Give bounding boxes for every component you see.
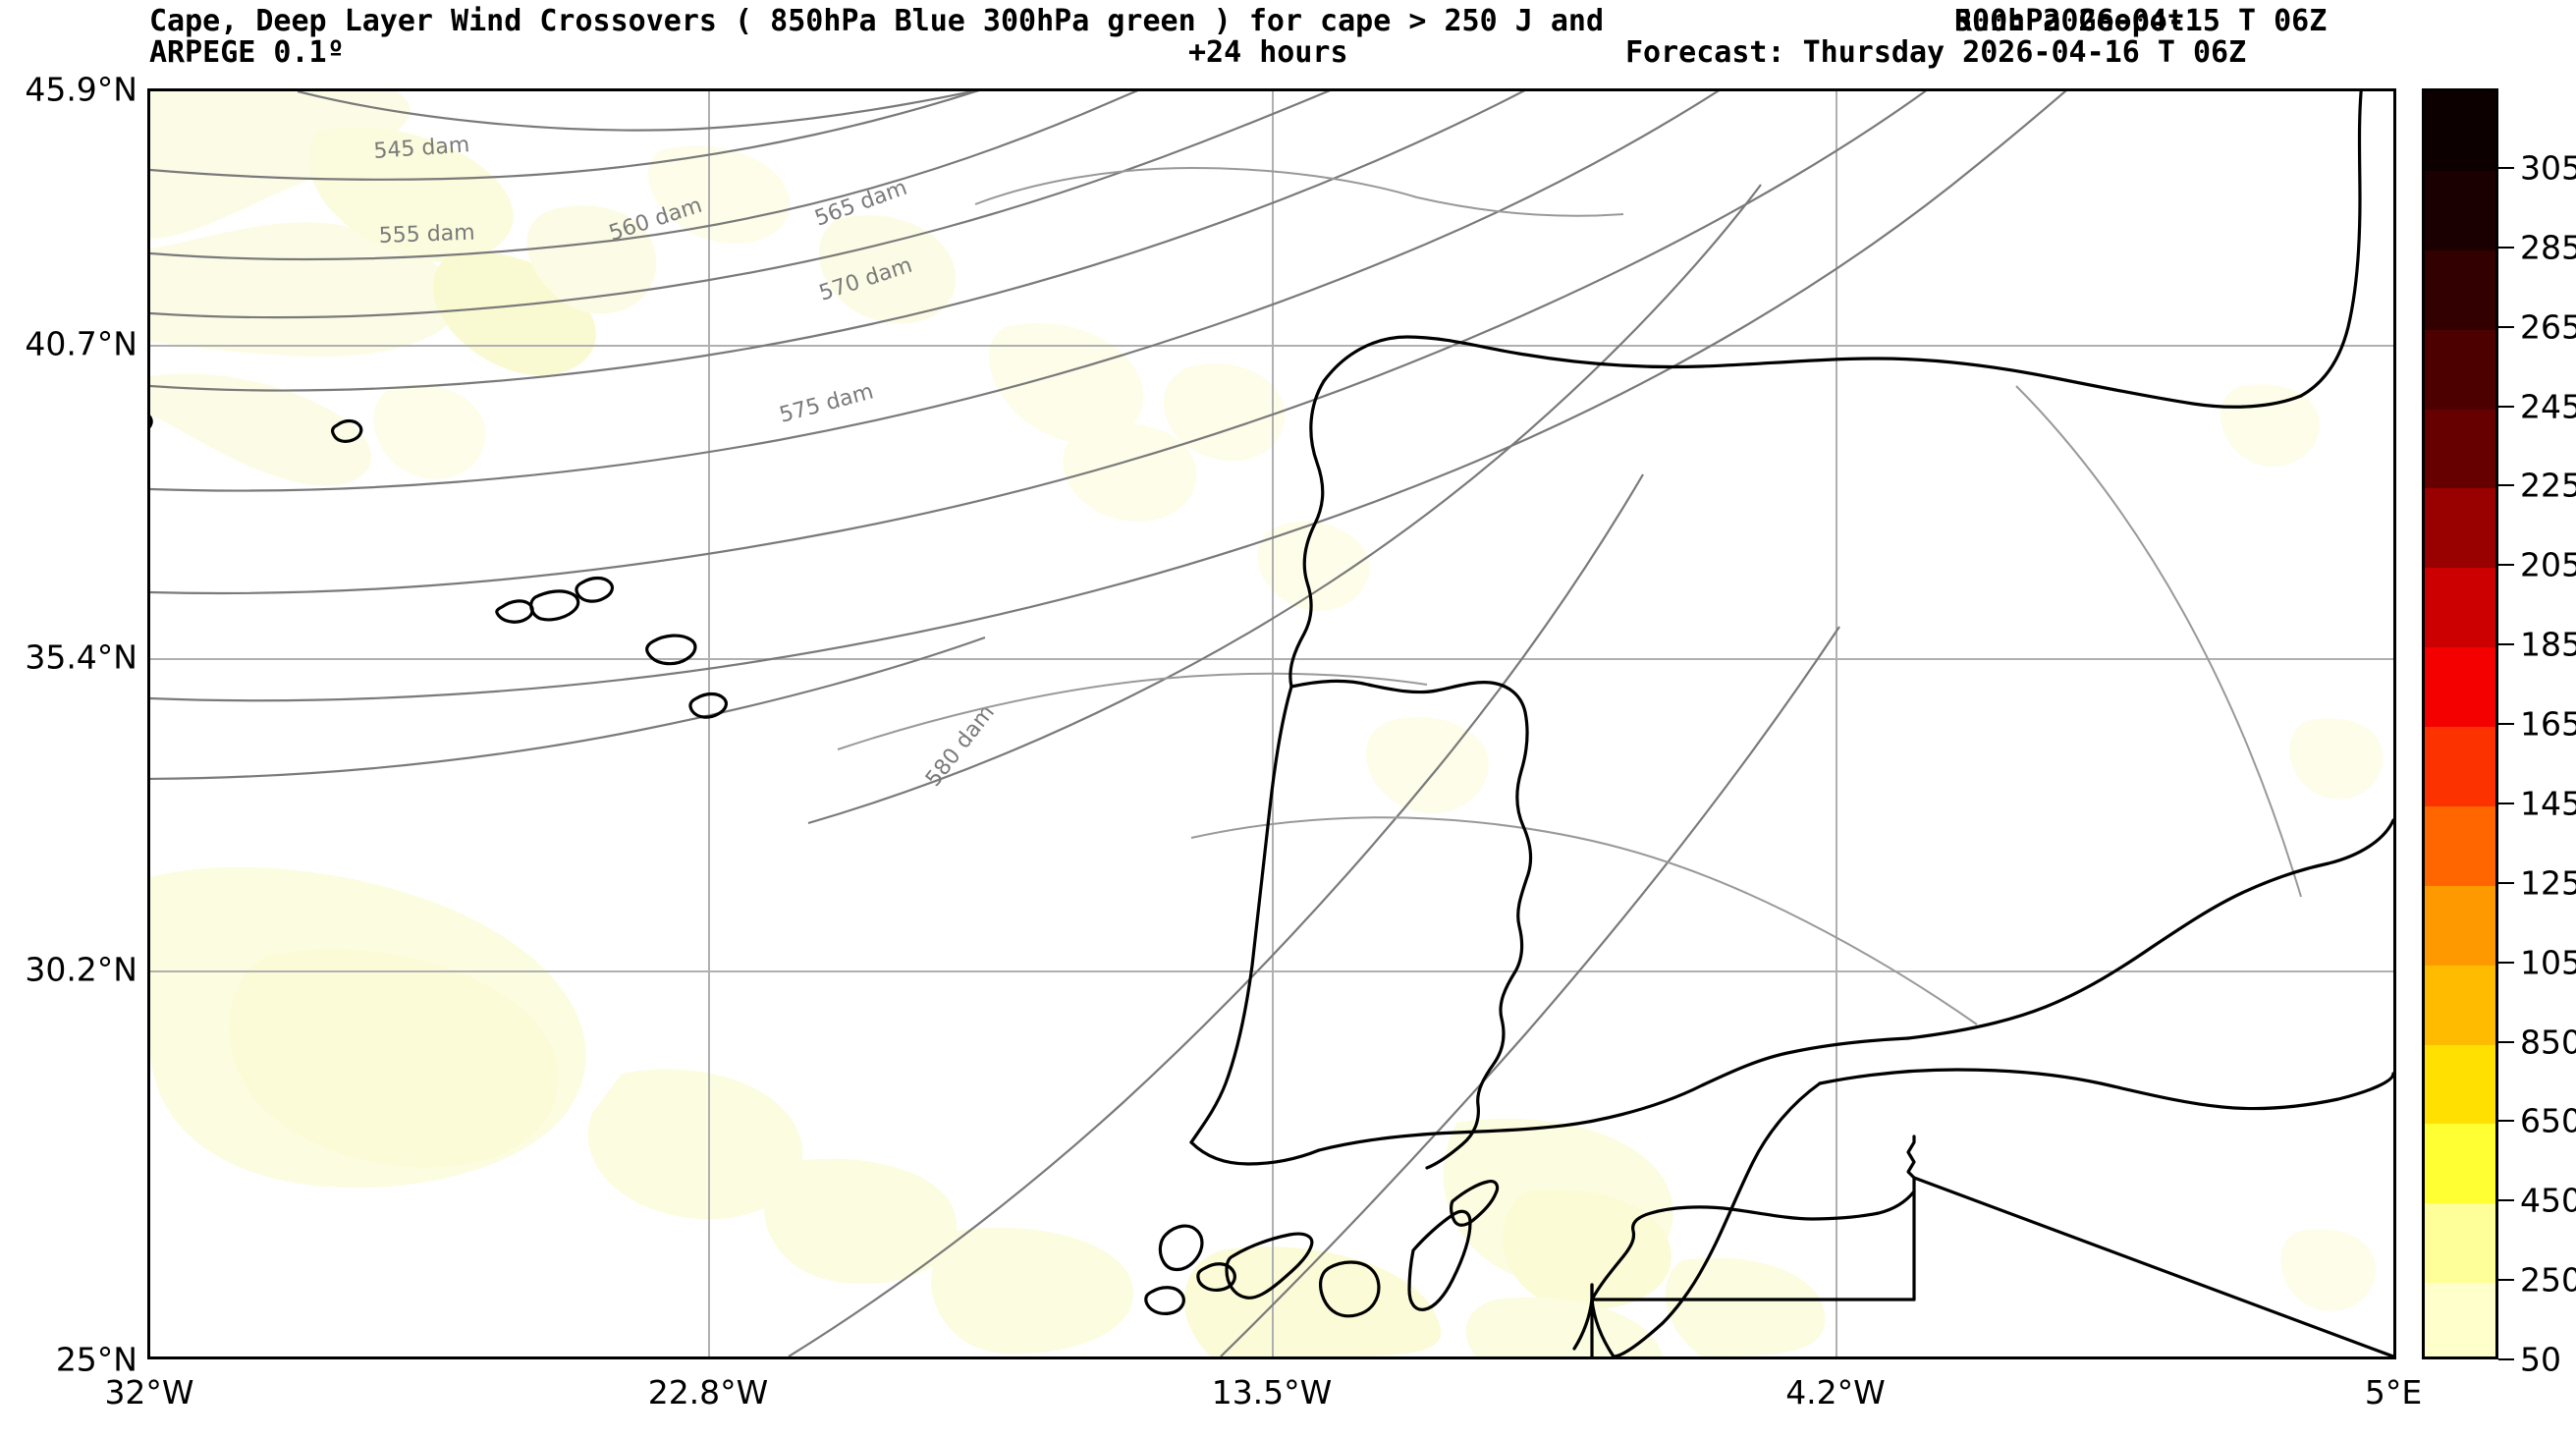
colorbar-tick [2498, 405, 2514, 408]
map-canvas: 545 dam 555 dam 560 dam 565 dam 570 dam … [150, 91, 2393, 1356]
colorbar-tick-label: 1250 [2520, 863, 2576, 903]
colorbar-segment [2425, 329, 2495, 410]
colorbar-segment [2425, 1203, 2495, 1284]
colorbar-segment [2425, 1283, 2495, 1356]
colorbar-tick [2498, 961, 2514, 964]
svg-text:560 dam: 560 dam [606, 194, 705, 247]
colorbar-tick [2498, 484, 2514, 487]
colorbar-segment [2425, 91, 2495, 171]
colorbar-segment [2425, 805, 2495, 886]
colorbar-tick-label: 2650 [2520, 307, 2576, 347]
colorbar-segment [2425, 488, 2495, 569]
figure-subtitle-forecast: Forecast: Thursday 2026-04-16 T 06Z [1625, 35, 2247, 70]
xtick-label: 5°E [2364, 1373, 2423, 1411]
colorbar-tick-label: 250 [2520, 1260, 2576, 1300]
map-gridlines [150, 91, 2393, 1356]
colorbar-tick [2498, 881, 2514, 884]
figure-subtitle-leadtime: +24 hours [1188, 35, 1348, 70]
colorbar-tick [2498, 1040, 2514, 1043]
xtick-label: 32°W [104, 1373, 194, 1411]
colorbar-tick-label: 2450 [2520, 387, 2576, 425]
colorbar-segment [2425, 885, 2495, 966]
map-vector-layer: 545 dam 555 dam 560 dam 565 dam 570 dam … [150, 91, 2393, 1356]
colorbar-tick-label: 450 [2520, 1181, 2576, 1220]
colorbar-tick-label: 1450 [2520, 784, 2576, 823]
svg-text:555 dam: 555 dam [378, 221, 475, 249]
colorbar-tick-label: 2050 [2520, 545, 2576, 584]
xtick-label: 22.8°W [647, 1373, 769, 1411]
colorbar-tick-label: 1850 [2520, 625, 2576, 664]
ytick-label: 35.4°N [25, 637, 137, 677]
geopotential-contours [150, 91, 2067, 1356]
colorbar-segment [2425, 170, 2495, 250]
colorbar-tick [2498, 1358, 2514, 1360]
colorbar-tick [2498, 1199, 2514, 1202]
colorbar-tick-label: 1050 [2520, 943, 2576, 982]
colorbar-segment [2425, 727, 2495, 806]
colorbar-tick [2498, 643, 2514, 646]
figure-title-main: Cape, Deep Layer Wind Crossovers ( 850hP… [149, 4, 1605, 38]
xtick-label: 13.5°W [1211, 1373, 1333, 1411]
colorbar-segment [2425, 1044, 2495, 1125]
colorbar-segment [2425, 1124, 2495, 1204]
colorbar-tick [2498, 1120, 2514, 1123]
cape-shading-layer [150, 91, 2384, 1356]
colorbar-tick [2498, 564, 2514, 567]
colorbar-tick [2498, 166, 2514, 169]
ytick-label: 25°N [55, 1340, 137, 1379]
ytick-label: 40.7°N [25, 324, 137, 363]
colorbar-segment [2425, 249, 2495, 330]
colorbar-tick [2498, 723, 2514, 725]
svg-text:575 dam: 575 dam [777, 379, 876, 427]
colorbar-segment [2425, 965, 2495, 1045]
colorbar-tick-label: 3050 [2520, 148, 2576, 188]
colorbar-tick-label: 2850 [2520, 228, 2576, 267]
colorbar-tick-label: 650 [2520, 1101, 2576, 1140]
coastlines [150, 91, 2393, 1356]
cape-colorbar[interactable] [2422, 88, 2498, 1359]
colorbar-segment [2425, 409, 2495, 489]
colorbar-tick-label: 850 [2520, 1023, 2576, 1061]
figure-title-field: 500hPa Geopot [1954, 4, 2185, 38]
colorbar-tick [2498, 325, 2514, 328]
ytick-label: 30.2°N [25, 950, 137, 989]
ytick-label: 45.9°N [25, 70, 137, 109]
colorbar-tick-label: 50 [2520, 1340, 2561, 1379]
xtick-label: 4.2°W [1785, 1373, 1886, 1411]
colorbar-tick [2498, 802, 2514, 804]
colorbar-tick-label: 1650 [2520, 704, 2576, 744]
colorbar-tick [2498, 1279, 2514, 1282]
colorbar-tick-label: 2250 [2520, 466, 2576, 505]
figure-subtitle-model: ARPEGE 0.1º [149, 35, 345, 70]
colorbar-segment [2425, 568, 2495, 648]
map-plot-area[interactable]: 545 dam 555 dam 560 dam 565 dam 570 dam … [147, 88, 2396, 1359]
administrative-borders [837, 166, 2302, 1025]
colorbar-tick [2498, 246, 2514, 249]
figure-title-run: Run: 2026-04-15 T 06Z [1954, 4, 2328, 38]
colorbar-segment [2425, 647, 2495, 727]
